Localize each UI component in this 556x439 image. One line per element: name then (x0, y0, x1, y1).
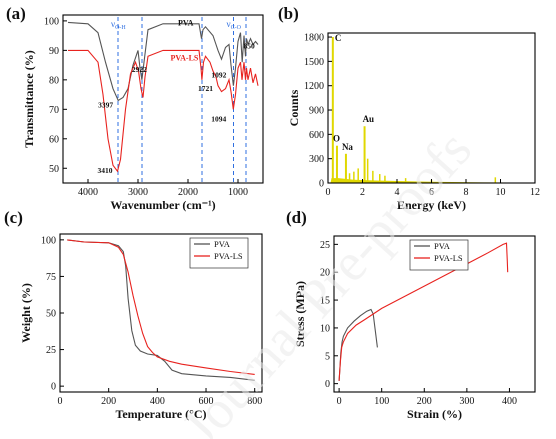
y-axis-label: Transmittance (%) (22, 50, 36, 147)
y-tick-label: 1800 (304, 33, 324, 44)
band-label-co: νC-O (227, 19, 242, 31)
y-tick-label: 0 (325, 379, 330, 390)
plot-frame (333, 235, 536, 393)
x-tick-label: 100 (374, 396, 389, 407)
panel-letter: (a) (6, 4, 26, 23)
x-tick-label: 400 (502, 396, 517, 407)
panel-letter: (b) (278, 4, 299, 23)
y-tick-label: 5 (325, 351, 330, 362)
x-axis-label: Temperature (°C) (115, 407, 206, 421)
series-label-pva-ls: PVA-LS (171, 54, 199, 63)
peak-annotation: 3397 (98, 100, 113, 109)
watermark-text: Journal Pre-proofs (170, 119, 483, 439)
y-tick-label: 600 (309, 130, 324, 141)
panel-a-ftir-chart: 4000 3000 2000 1000 50 60 70 80 90 100 Wavenumber … (6, 4, 264, 212)
peak-annotation: 3410 (98, 166, 113, 175)
y-tick-label: 80 (49, 75, 59, 86)
panel-c-tga-chart: 0 200 400 600 800 0 25 50 75 100 Temperature (°C) W… (4, 208, 263, 421)
x-tick-label: 4 (395, 187, 400, 198)
peak-annotation: 850 (244, 41, 256, 50)
y-tick-label: 0 (319, 179, 324, 190)
y-tick-label: 900 (309, 106, 324, 117)
peak-annotation: 2922 (132, 65, 147, 74)
x-tick-label: 6 (429, 187, 434, 198)
y-tick-label: 10 (320, 323, 330, 334)
x-tick-label: 10 (496, 187, 506, 198)
x-axis-label: Energy (keV) (397, 198, 466, 212)
series-line-pva (338, 308, 378, 381)
peak-annotation: 1094 (211, 114, 226, 123)
series-line-pva (67, 21, 259, 102)
x-tick-label: 0 (58, 396, 63, 407)
legend-label: PVA (434, 241, 451, 251)
y-axis-label: Stress (MPa) (293, 281, 307, 347)
peak-label: Na (342, 142, 353, 152)
series-line-pva-ls (338, 242, 509, 381)
legend-label: PVA (214, 239, 231, 249)
series-line-pva-ls (67, 239, 255, 375)
y-tick-label: 100 (41, 235, 56, 246)
x-axis-label: Strain (%) (407, 407, 462, 421)
panel-d-stress-strain-chart: 0 100 200 300 400 0 5 10 15 20 25 Strain (%) Stress … (286, 208, 536, 421)
legend-box (409, 239, 469, 271)
y-axis-label: Weight (%) (19, 283, 33, 343)
y-tick-label: 50 (49, 164, 59, 175)
y-tick-label: 60 (49, 134, 59, 145)
x-tick-label: 400 (150, 396, 165, 407)
y-tick-label: 25 (46, 345, 56, 356)
peak-annotation: 1721 (198, 84, 213, 93)
band-sub: C-O (231, 25, 242, 31)
y-tick-label: 90 (49, 46, 59, 57)
x-tick-label: 0 (326, 187, 331, 198)
series-line-pva (67, 239, 255, 381)
y-tick-label: 15 (320, 296, 330, 307)
peak-label: Au (363, 114, 375, 124)
legend-label: PVA-LS (434, 253, 463, 263)
y-tick-label: 300 (309, 154, 324, 165)
series-label-pva: PVA (178, 18, 194, 27)
panel-b-eds-chart: C ONa Au 0 2 4 6 8 10 12 0 300 600 900 1200 1500 1800 Ene… (278, 4, 540, 212)
x-tick-label: 2000 (178, 187, 198, 198)
x-tick-label: 1000 (228, 187, 248, 198)
y-tick-label: 25 (320, 240, 330, 251)
y-tick-label: 50 (46, 309, 56, 320)
peak-label: O (333, 134, 340, 144)
y-tick-label: 75 (46, 272, 56, 283)
band-sub: O-H (115, 25, 126, 31)
band-label-oh: νO-H (111, 19, 126, 31)
x-tick-label: 600 (199, 396, 214, 407)
x-tick-label: 12 (530, 187, 540, 198)
x-tick-label: 3000 (128, 187, 148, 198)
y-tick-label: 0 (51, 382, 56, 393)
panel-letter: (c) (4, 208, 23, 227)
y-tick-label: 70 (49, 105, 59, 116)
y-tick-label: 20 (320, 268, 330, 279)
x-tick-label: 200 (417, 396, 432, 407)
y-axis-label: Counts (287, 89, 301, 126)
x-tick-label: 0 (337, 396, 342, 407)
spectrum-baseline (330, 178, 535, 183)
y-tick-label: 1200 (304, 81, 324, 92)
x-tick-label: 2 (360, 187, 365, 198)
series-line-pva-ls (68, 49, 259, 173)
panel-letter: (d) (286, 208, 307, 227)
y-tick-label: 100 (44, 16, 59, 27)
plot-frame (62, 14, 264, 184)
x-axis-label: Wavenumber (cm⁻¹) (110, 198, 215, 212)
legend-label: PVA-LS (214, 251, 243, 261)
x-tick-label: 4000 (78, 187, 98, 198)
peak-annotation: 1092 (211, 71, 226, 80)
legend-box (189, 237, 249, 269)
x-tick-label: 800 (247, 396, 262, 407)
x-tick-label: 200 (101, 396, 116, 407)
y-tick-label: 1500 (304, 57, 324, 68)
x-tick-label: 8 (464, 187, 469, 198)
peak-label: C (335, 33, 342, 43)
x-tick-label: 300 (459, 396, 474, 407)
